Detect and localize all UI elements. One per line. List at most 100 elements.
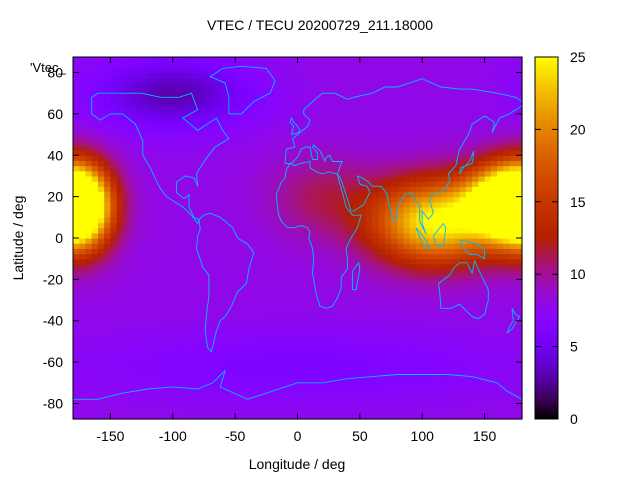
heatmap-cell — [85, 269, 93, 275]
heatmap-cell — [172, 196, 180, 203]
heatmap-cell — [228, 155, 236, 162]
heatmap-cell — [503, 336, 511, 343]
heatmap-cell — [472, 382, 479, 389]
heatmap-cell — [210, 269, 218, 275]
heatmap-cell — [472, 387, 479, 394]
heatmap-cell — [266, 367, 274, 374]
heatmap-cell — [166, 103, 174, 110]
heatmap-cell — [353, 367, 361, 374]
heatmap-cell — [216, 108, 224, 115]
heatmap-cell — [391, 186, 398, 193]
heatmap-cell — [403, 201, 411, 208]
heatmap-cell — [266, 315, 274, 322]
heatmap-cell — [191, 372, 199, 379]
heatmap-cell — [203, 222, 211, 229]
heatmap-cell — [260, 315, 267, 322]
heatmap-cell — [490, 150, 498, 156]
heatmap-cell — [428, 134, 436, 141]
heatmap-cell — [141, 77, 149, 84]
heatmap-cell — [241, 413, 249, 420]
heatmap-cell — [291, 103, 299, 110]
heatmap-cell — [303, 206, 311, 213]
heatmap-cell — [490, 129, 498, 136]
heatmap-cell — [228, 279, 236, 286]
heatmap-cell — [434, 217, 442, 224]
heatmap-cell — [135, 103, 143, 110]
heatmap-cell — [91, 98, 99, 105]
heatmap-cell — [91, 206, 99, 213]
heatmap-cell — [154, 367, 161, 374]
heatmap-cell — [503, 155, 511, 162]
heatmap-cell — [291, 160, 299, 167]
heatmap-cell — [328, 191, 336, 198]
heatmap-cell — [316, 284, 324, 291]
heatmap-cell — [141, 377, 149, 384]
heatmap-cell — [366, 238, 373, 244]
heatmap-cell — [285, 346, 292, 353]
heatmap-cell — [478, 300, 486, 306]
heatmap-cell — [459, 170, 467, 177]
heatmap-cell — [266, 408, 274, 415]
heatmap-cell — [309, 62, 317, 68]
heatmap-cell — [347, 227, 355, 234]
heatmap-cell — [222, 77, 230, 84]
heatmap-cell — [372, 77, 380, 84]
heatmap-cell — [347, 212, 355, 218]
heatmap-cell — [378, 201, 386, 208]
heatmap-cell — [210, 398, 218, 405]
heatmap-cell — [166, 217, 174, 224]
heatmap-cell — [422, 248, 430, 255]
heatmap-cell — [322, 341, 330, 348]
heatmap-cell — [260, 367, 267, 374]
heatmap-cell — [415, 284, 423, 291]
heatmap-cell — [260, 243, 267, 249]
heatmap-cell — [291, 155, 299, 162]
heatmap-cell — [272, 408, 280, 415]
heatmap-cell — [353, 155, 361, 162]
heatmap-cell — [353, 294, 361, 301]
heatmap-cell — [197, 57, 205, 63]
heatmap-cell — [434, 98, 442, 105]
heatmap-cell — [459, 201, 467, 208]
heatmap-cell — [160, 67, 168, 74]
heatmap-cell — [447, 289, 455, 296]
heatmap-cell — [515, 341, 523, 348]
heatmap-cell — [490, 155, 498, 162]
heatmap-cell — [104, 320, 112, 327]
heatmap-cell — [210, 196, 218, 203]
heatmap-cell — [328, 93, 336, 99]
heatmap-cell — [104, 93, 112, 99]
heatmap-cell — [241, 279, 249, 286]
heatmap-cell — [347, 284, 355, 291]
heatmap-cell — [185, 372, 193, 379]
heatmap-cell — [147, 206, 155, 213]
heatmap-cell — [141, 284, 149, 291]
heatmap-cell — [285, 129, 292, 136]
heatmap-cell — [484, 310, 492, 317]
heatmap-cell — [397, 413, 405, 420]
heatmap-cell — [490, 57, 498, 63]
heatmap-cell — [359, 62, 367, 68]
heatmap-cell — [97, 258, 105, 265]
heatmap-cell — [97, 367, 105, 374]
heatmap-cell — [372, 119, 380, 125]
heatmap-cell — [428, 331, 436, 337]
heatmap-cell — [272, 206, 280, 213]
heatmap-cell — [378, 165, 386, 172]
heatmap-cell — [484, 305, 492, 311]
heatmap-cell — [160, 150, 168, 156]
heatmap-cell — [160, 315, 168, 322]
heatmap-cell — [247, 279, 255, 286]
heatmap-cell — [253, 382, 261, 389]
heatmap-cell — [135, 150, 143, 156]
heatmap-cell — [359, 362, 367, 368]
heatmap-cell — [160, 119, 168, 125]
heatmap-cell — [428, 217, 436, 224]
heatmap-cell — [122, 67, 130, 74]
heatmap-cell — [141, 351, 149, 358]
heatmap-cell — [303, 134, 311, 141]
heatmap-cell — [397, 170, 405, 177]
heatmap-cell — [172, 170, 180, 177]
heatmap-cell — [322, 129, 330, 136]
heatmap-cell — [141, 398, 149, 405]
